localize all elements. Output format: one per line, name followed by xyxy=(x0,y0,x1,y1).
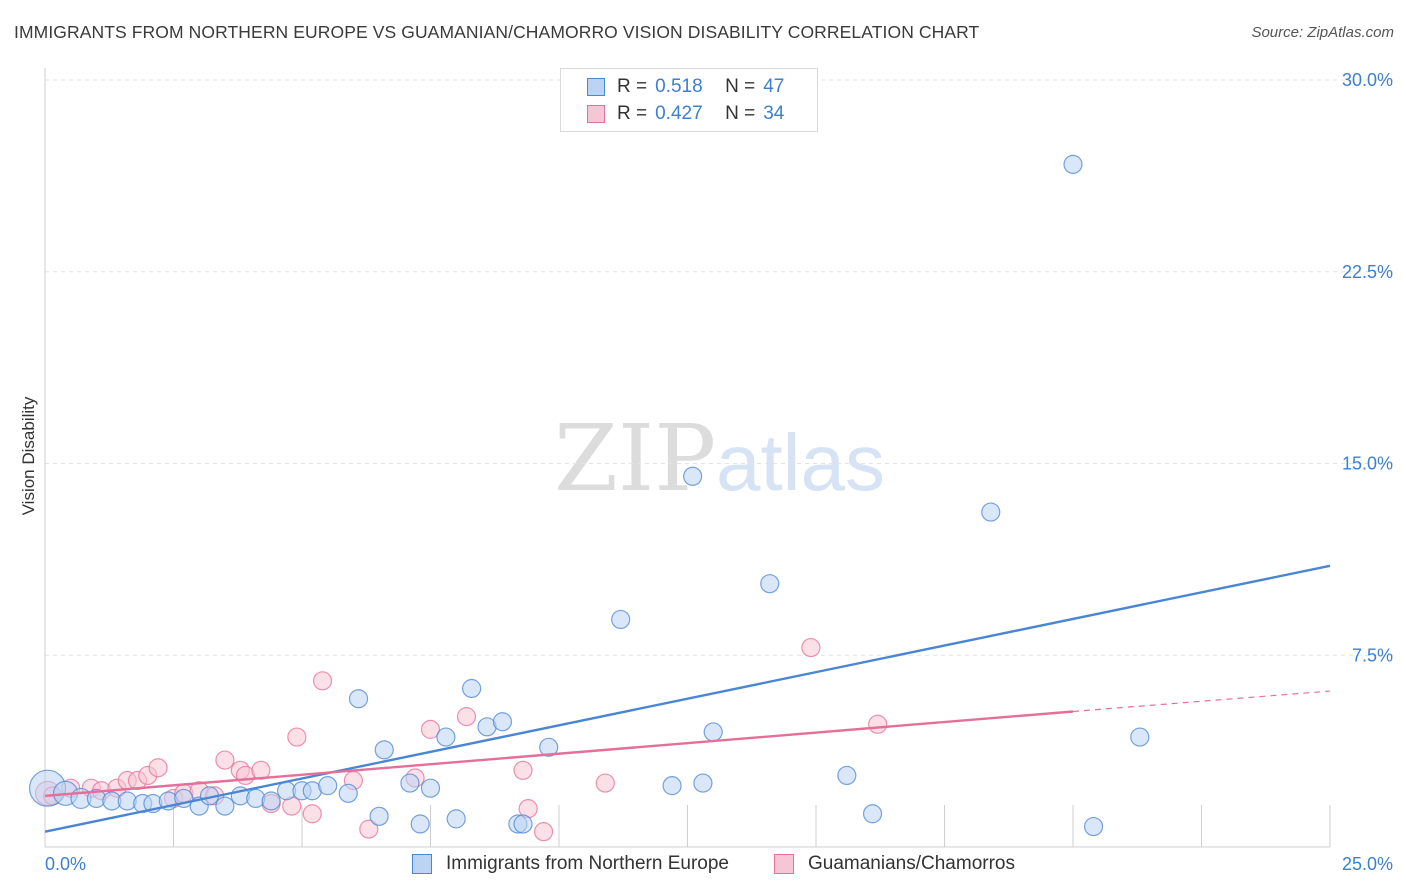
data-point xyxy=(456,707,477,727)
y-tick-label: 30.0% xyxy=(1342,70,1393,90)
trend-line-guamanian-extension xyxy=(1072,690,1331,713)
data-point xyxy=(348,689,369,709)
axes xyxy=(44,68,1331,848)
data-point xyxy=(374,740,394,760)
y-tick-label: 7.5% xyxy=(1352,645,1393,665)
data-point xyxy=(981,502,1001,522)
legend-r-value: 0.427 xyxy=(655,103,703,124)
data-point xyxy=(302,804,322,824)
legend-swatch-blue xyxy=(412,854,432,874)
data-point xyxy=(513,760,533,780)
data-point xyxy=(595,773,615,793)
x-tick-label: 25.0% xyxy=(1342,854,1393,874)
data-point xyxy=(287,727,307,747)
y-axis-label: Vision Disability xyxy=(19,396,38,515)
legend-swatch-pink xyxy=(587,105,605,123)
data-point xyxy=(837,765,857,786)
legend-row-pink: R = 0.427 N = 34 xyxy=(587,102,784,126)
data-point xyxy=(662,776,682,796)
source-label: Source: ZipAtlas.com xyxy=(1251,24,1394,41)
data-point xyxy=(683,466,703,486)
legend-item-northern-europe[interactable]: Immigrants from Northern Europe xyxy=(412,853,729,875)
data-point xyxy=(1063,154,1083,174)
data-point xyxy=(1083,816,1104,837)
data-point xyxy=(539,737,559,757)
data-point xyxy=(611,609,631,630)
data-point xyxy=(533,822,554,842)
watermark-atlas: atlas xyxy=(716,418,885,507)
data-point xyxy=(693,773,713,793)
grid xyxy=(45,79,1393,656)
data-point xyxy=(868,714,888,734)
legend-n-value: 34 xyxy=(763,103,785,124)
series-northern-europe-points xyxy=(28,154,1150,837)
data-point xyxy=(338,783,358,803)
legend-n-label: N = xyxy=(725,76,756,97)
legend-n-value: 47 xyxy=(763,76,785,97)
data-point xyxy=(359,819,379,839)
watermark-zip: ZIP xyxy=(554,405,716,512)
data-point xyxy=(318,776,338,796)
data-point xyxy=(312,671,333,691)
legend-r-label: R = xyxy=(617,103,648,124)
data-point xyxy=(513,814,533,834)
data-point xyxy=(760,574,780,594)
legend-n-label: N = xyxy=(725,103,756,124)
data-point xyxy=(148,758,168,778)
data-point xyxy=(215,750,235,770)
series-guamanian-points xyxy=(34,637,888,842)
data-point xyxy=(420,719,441,739)
legend-row-blue: R = 0.518 N = 47 xyxy=(587,75,784,99)
tick-labels: 7.5% 15.0% 22.5% 30.0% 0.0% 25.0% xyxy=(45,70,1393,874)
data-point xyxy=(446,809,466,829)
data-point xyxy=(462,678,482,699)
trend-line-guamanian xyxy=(44,710,1074,798)
data-point xyxy=(801,637,821,658)
chart-title: IMMIGRANTS FROM NORTHERN EUROPE VS GUAMA… xyxy=(14,22,980,42)
trend-line-northern-europe xyxy=(44,564,1331,833)
data-point xyxy=(400,773,420,793)
series-legend: Immigrants from Northern Europe Guamania… xyxy=(0,853,1406,877)
y-tick-label: 15.0% xyxy=(1342,454,1393,474)
legend-label-guamanian: Guamanians/Chamorros xyxy=(808,853,1015,874)
data-point xyxy=(1130,727,1150,747)
stats-legend: R = 0.518 N = 47 R = 0.427 N = 34 xyxy=(560,68,818,132)
trend-lines xyxy=(44,564,1331,833)
data-point xyxy=(215,796,235,816)
legend-item-guamanian[interactable]: Guamanians/Chamorros xyxy=(774,853,1015,875)
legend-swatch-blue xyxy=(587,78,605,96)
x-tick-label: 0.0% xyxy=(45,854,86,874)
data-point xyxy=(420,778,441,798)
legend-label-northern-europe: Immigrants from Northern Europe xyxy=(446,853,729,874)
data-point xyxy=(436,727,456,747)
data-point xyxy=(703,722,723,742)
legend-swatch-pink xyxy=(774,854,794,874)
legend-r-label: R = xyxy=(617,76,648,97)
data-point xyxy=(862,804,883,824)
data-point xyxy=(369,806,389,826)
y-tick-label: 22.5% xyxy=(1342,262,1393,282)
data-point xyxy=(410,814,430,834)
data-point xyxy=(261,791,281,811)
legend-r-value: 0.518 xyxy=(655,76,703,97)
data-point xyxy=(492,712,513,732)
